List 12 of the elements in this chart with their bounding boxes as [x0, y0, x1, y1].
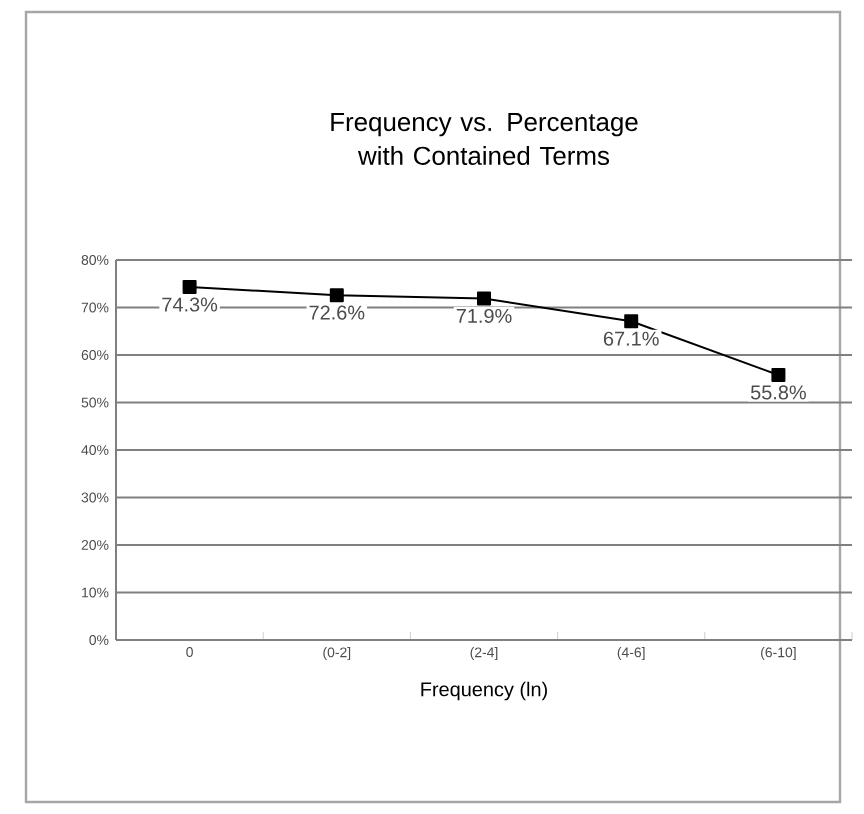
point — [477, 291, 491, 306]
point — [771, 367, 786, 382]
point — [182, 280, 197, 295]
data-label: 72.6% — [309, 305, 365, 320]
data-label: 55.8% — [750, 385, 806, 400]
data-label: 71.9% — [456, 308, 512, 323]
point — [624, 314, 639, 329]
data-label: 74.3% — [162, 297, 218, 312]
data-label: 67.1% — [603, 331, 659, 346]
chart-title: Frequency vs. Percentage with Contained Terms — [331, 113, 638, 165]
point — [329, 288, 344, 303]
x-axis-title: Frequency (ln) — [421, 681, 547, 701]
